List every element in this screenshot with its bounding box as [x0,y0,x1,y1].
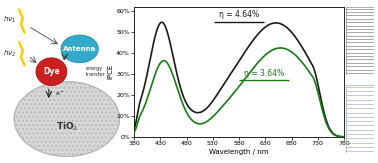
Text: hν$_1$: hν$_1$ [3,15,15,25]
Ellipse shape [14,82,119,156]
Ellipse shape [61,35,98,63]
Text: hν$_2$: hν$_2$ [3,49,15,59]
Ellipse shape [36,58,67,86]
Text: energy
transfer: energy transfer [86,66,106,77]
Text: η = 4.64%: η = 4.64% [219,10,259,19]
X-axis label: Wavelength / nm: Wavelength / nm [209,149,269,155]
Text: η = 3.64%: η = 3.64% [244,69,284,78]
Text: Antenna: Antenna [63,46,96,52]
Text: TiO$_2$: TiO$_2$ [56,121,78,133]
Y-axis label: IPCE: IPCE [107,64,113,79]
Text: Dye: Dye [43,67,60,76]
Text: e$^-$: e$^-$ [55,91,65,98]
